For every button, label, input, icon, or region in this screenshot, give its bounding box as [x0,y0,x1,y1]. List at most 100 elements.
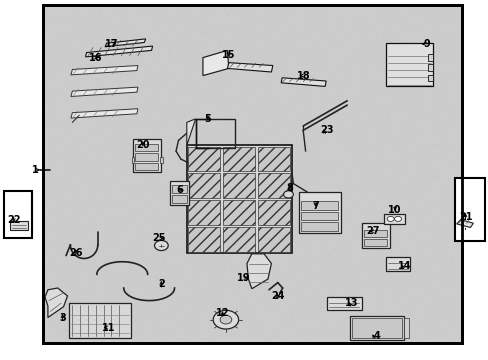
Point [129,106,137,112]
Point [273,217,281,222]
Point [298,262,305,267]
Point [118,70,126,76]
Point [132,242,140,248]
Point [88,52,96,58]
Point [317,122,325,128]
Point [83,183,91,189]
Point [230,261,238,266]
Point [424,179,431,185]
Point [127,30,135,35]
Point [327,83,335,89]
Point [390,41,398,47]
Point [210,330,218,336]
Point [69,149,77,155]
Point [295,64,303,70]
Point [336,202,344,208]
Point [423,22,430,28]
Point [69,291,77,297]
Point [454,239,462,244]
Point [107,106,115,112]
Point [196,270,203,275]
Point [342,280,350,286]
Point [122,214,130,220]
Point [197,71,204,76]
Point [127,233,135,239]
Point [286,144,294,150]
Point [383,112,391,117]
Point [374,224,382,230]
Point [364,317,372,323]
Point [150,309,158,315]
Point [272,63,280,69]
Point [430,219,438,225]
Point [147,325,155,331]
Point [215,18,223,24]
Point [123,148,131,153]
Point [49,157,57,163]
Point [148,5,156,10]
Point [244,159,252,165]
Point [128,22,136,28]
Point [399,251,407,257]
Point [330,80,338,85]
Point [339,326,347,332]
Point [425,163,432,169]
Point [252,190,260,196]
Point [77,262,84,268]
Point [181,248,189,254]
Point [70,202,78,208]
Point [253,327,261,333]
Point [87,322,95,328]
Point [77,212,85,218]
Point [331,217,339,222]
Point [69,21,77,27]
Point [289,288,297,294]
Point [209,222,217,228]
Point [179,321,187,327]
Point [140,145,148,151]
Point [79,308,86,314]
Point [279,325,286,330]
Point [175,318,183,324]
Point [281,62,289,68]
Point [272,273,280,278]
Point [292,240,300,246]
Point [246,298,254,304]
Point [321,46,329,52]
Point [438,216,446,222]
Point [200,64,207,69]
Point [120,214,127,220]
Point [282,30,289,36]
Point [325,162,333,168]
Point [376,248,384,253]
Point [346,302,353,307]
Point [230,67,238,73]
Point [421,217,428,223]
Point [231,229,239,235]
Point [283,283,290,289]
Point [446,331,453,337]
Point [273,292,281,298]
Point [408,301,416,306]
Point [372,152,380,157]
Point [454,152,462,158]
Point [288,325,296,330]
Point [429,173,437,179]
Point [317,17,325,22]
Point [108,280,116,286]
Point [167,76,175,81]
Point [270,14,278,19]
Point [122,64,129,70]
Point [266,157,274,163]
Point [450,334,458,340]
Bar [301,222,338,231]
Point [407,85,414,91]
Point [390,280,398,286]
Point [228,64,236,70]
Point [339,69,347,75]
Point [345,206,352,211]
Point [222,259,229,265]
Point [46,279,54,285]
Point [216,37,224,43]
Point [430,16,438,22]
